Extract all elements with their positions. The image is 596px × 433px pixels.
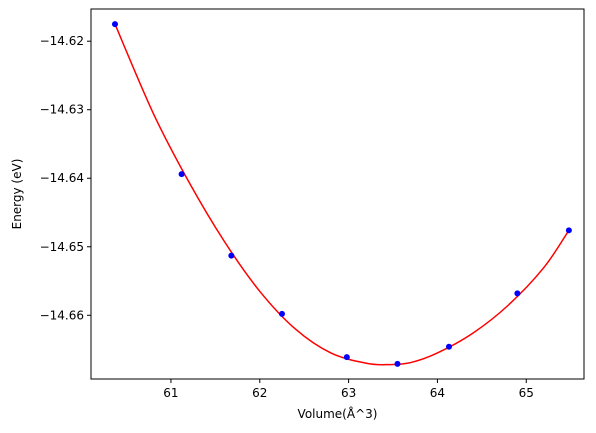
y-tick-label: −14.64	[40, 171, 84, 185]
x-tick-label: 61	[163, 386, 178, 400]
y-tick-label: −14.63	[40, 103, 84, 117]
data-point	[394, 360, 401, 367]
x-tick-label: 65	[519, 386, 534, 400]
y-tick-label: −14.65	[40, 240, 84, 254]
x-tick-label: 63	[341, 386, 356, 400]
data-point	[514, 290, 521, 297]
fit-curve-line	[114, 23, 570, 366]
data-point	[228, 252, 235, 259]
x-axis-label: Volume(Å^3)	[298, 406, 378, 421]
data-point	[565, 227, 572, 234]
data-point	[343, 354, 350, 361]
x-tick-label: 62	[252, 386, 267, 400]
y-axis-label: Energy (eV)	[10, 159, 24, 230]
y-tick-label: −14.66	[40, 308, 84, 322]
data-point	[278, 310, 285, 317]
x-tick-label: 64	[430, 386, 445, 400]
data-point	[111, 21, 118, 28]
data-point	[178, 171, 185, 178]
data-point	[445, 343, 452, 350]
plot-frame	[90, 8, 585, 380]
y-tick-label: −14.62	[40, 34, 84, 48]
